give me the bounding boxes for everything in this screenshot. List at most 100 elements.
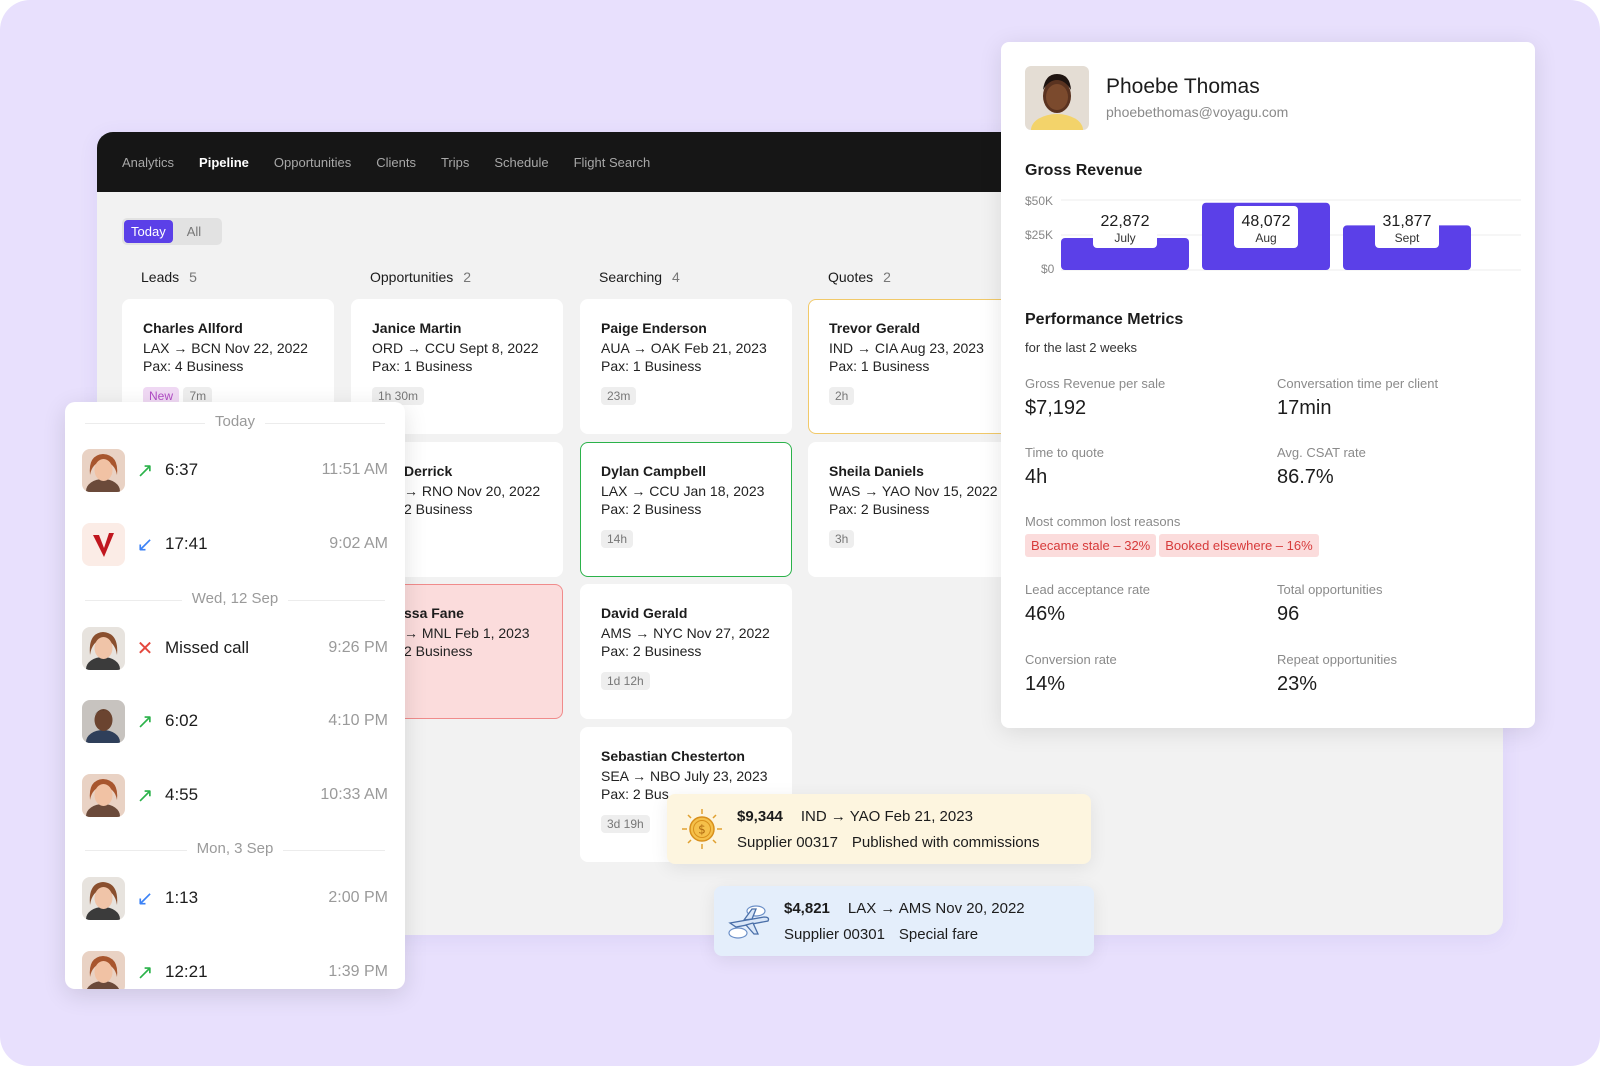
card-route: → MNL Feb 1, 2023	[404, 625, 530, 641]
time-badge: 1h 30m	[372, 387, 425, 405]
fare-note: Special fare	[898, 925, 979, 943]
fare-toast-commission[interactable]: $ $9,344 IND → YAO Feb 21, 2023 Supplier …	[667, 794, 1091, 864]
card-name: Trevor Gerald	[829, 320, 921, 336]
card-pax: Pax: 2 Business	[601, 643, 702, 659]
metric-csat-rate: Avg. CSAT rate 86.7%	[1277, 445, 1517, 489]
outgoing-call-icon: ↗	[136, 961, 154, 984]
metric-lead-acceptance: Lead acceptance rate 46%	[1025, 582, 1265, 626]
profile-avatar	[1025, 66, 1089, 130]
fare-note: Published with commissions	[851, 833, 1040, 851]
card-name: Charles Allford	[143, 320, 243, 336]
metric-label: Avg. CSAT rate	[1277, 445, 1366, 460]
fare-route: IND → YAO Feb 21, 2023	[800, 807, 973, 825]
call-row[interactable]: ↗ 12:21 1:39 PM	[82, 950, 388, 989]
fare-supplier: Supplier 00301	[784, 925, 885, 943]
fare-toast-special[interactable]: $4,821 LAX → AMS Nov 20, 2022 Supplier 00…	[714, 886, 1094, 956]
metric-value: $7,192	[1025, 397, 1087, 419]
avatar	[82, 699, 125, 743]
metric-value: 86.7%	[1277, 466, 1334, 488]
time-badge: 3d 19h	[601, 815, 650, 833]
searching-card-david-gerald[interactable]: David Gerald AMS → NYC Nov 27, 2022 Pax:…	[580, 584, 792, 719]
metric-gross-revenue-per-sale: Gross Revenue per sale $7,192	[1025, 376, 1265, 420]
call-row[interactable]: ↙ 17:41 9:02 AM	[82, 522, 388, 566]
call-row[interactable]: ↗ 6:02 4:10 PM	[82, 699, 388, 743]
card-pax: Pax: 1 Business	[601, 358, 702, 374]
filter-today-button[interactable]: Today	[124, 220, 173, 243]
call-duration: Missed call	[165, 638, 250, 657]
lost-reason-badge: Booked elsewhere – 16%	[1159, 534, 1319, 557]
column-count: 2	[883, 269, 891, 285]
nav-trips[interactable]: Trips	[440, 154, 470, 170]
call-duration: 17:41	[165, 534, 208, 553]
card-route: IND → CIA Aug 23, 2023	[829, 340, 984, 356]
card-name: Sebastian Chesterton	[601, 748, 745, 764]
metric-conversation-time: Conversation time per client 17min	[1277, 376, 1517, 420]
column-count: 2	[463, 269, 472, 285]
column-count: 5	[189, 269, 197, 285]
metric-label: Repeat opportunities	[1277, 652, 1397, 667]
column-title: Quotes	[828, 269, 874, 285]
card-route: WAS → YAO Nov 15, 2022	[829, 483, 998, 499]
card-pax: 2 Business	[404, 501, 473, 517]
column-title: Opportunities	[370, 269, 454, 285]
metric-repeat-opportunities: Repeat opportunities 23%	[1277, 652, 1517, 696]
column-header-opportunities: Opportunities 2	[370, 269, 471, 285]
searching-card-dylan-campbell[interactable]: Dylan Campbell LAX → CCU Jan 18, 2023 Pa…	[580, 442, 792, 577]
bar-label-box	[1375, 206, 1439, 248]
card-name: David Gerald	[601, 605, 688, 621]
searching-card-paige-enderson[interactable]: Paige Enderson AUA → OAK Feb 21, 2023 Pa…	[580, 299, 792, 434]
metric-label: Conversation time per client	[1277, 376, 1439, 391]
nav-opportunities[interactable]: Opportunities	[273, 154, 352, 170]
card-name: Dylan Campbell	[601, 463, 707, 479]
incoming-call-icon: ↙	[136, 887, 154, 910]
card-pax: Pax: 2 Business	[601, 501, 702, 517]
call-duration: 12:21	[165, 962, 208, 981]
call-row[interactable]: ↙ 1:13 2:00 PM	[82, 876, 388, 920]
column-count: 4	[672, 269, 680, 285]
call-row[interactable]: ↗ 6:37 11:51 AM	[82, 448, 388, 492]
card-pax: Pax: 1 Business	[829, 358, 930, 374]
metric-value: 14%	[1025, 673, 1066, 695]
call-duration: 6:37	[165, 460, 199, 479]
call-time: 1:39 PM	[328, 963, 388, 980]
agent-profile-panel: Phoebe Thomas phoebethomas@voyagu.com Gr…	[1001, 42, 1535, 728]
nav-pipeline[interactable]: Pipeline	[199, 154, 249, 170]
quote-card-sheila-daniels[interactable]: Sheila Daniels WAS → YAO Nov 15, 2022 Pa…	[808, 442, 1020, 577]
metric-label: Lead acceptance rate	[1025, 582, 1151, 597]
column-header-leads: Leads 5	[141, 269, 197, 285]
bar-value-label: 22,872	[1101, 213, 1150, 230]
metric-value: 4h	[1025, 466, 1048, 488]
card-name: Derrick	[404, 463, 453, 479]
incoming-call-icon: ↙	[136, 533, 154, 556]
call-time: 10:33 AM	[320, 786, 388, 803]
metric-label: Time to quote	[1025, 445, 1105, 460]
toast-body: $9,344 IND → YAO Feb 21, 2023 Supplier 00…	[737, 808, 1040, 851]
bar-value-label: 48,072	[1242, 213, 1291, 230]
call-row[interactable]: ✕ Missed call 9:26 PM	[82, 626, 388, 670]
nav-schedule[interactable]: Schedule	[494, 154, 549, 170]
nav-analytics[interactable]: Analytics	[122, 154, 175, 170]
call-row[interactable]: ↗ 4:55 10:33 AM	[82, 773, 388, 817]
metric-conversion-rate: Conversion rate 14%	[1025, 652, 1265, 696]
bar-category-label: Sept	[1395, 231, 1420, 245]
card-route: ORD → CCU Sept 8, 2022	[372, 340, 539, 356]
time-badge: 23m	[601, 387, 637, 405]
brand-logo-avatar	[82, 522, 125, 566]
performance-metrics-title: Performance Metrics	[1025, 311, 1184, 328]
card-route: LAX → CCU Jan 18, 2023	[601, 483, 765, 499]
toast-body: $4,821 LAX → AMS Nov 20, 2022 Supplier 00…	[784, 900, 1025, 943]
quote-card-trevor-gerald[interactable]: Trevor Gerald IND → CIA Aug 23, 2023 Pax…	[808, 299, 1020, 434]
outgoing-call-icon: ↗	[136, 710, 154, 733]
nav-flight-search[interactable]: Flight Search	[573, 154, 651, 170]
nav-clients[interactable]: Clients	[376, 154, 416, 170]
card-name: ssa Fane	[404, 605, 464, 621]
missed-call-icon: ✕	[136, 637, 154, 660]
card-route: AMS → NYC Nov 27, 2022	[601, 625, 770, 641]
profile-name: Phoebe Thomas	[1106, 75, 1260, 98]
filter-all-button[interactable]: All	[186, 224, 202, 239]
airplane-cloud-icon	[714, 886, 784, 956]
fare-price: $9,344	[737, 807, 783, 825]
column-title: Leads	[141, 269, 180, 285]
new-badge: New	[143, 387, 180, 405]
date-separator-wed: Wed, 12 Sep	[65, 590, 405, 607]
